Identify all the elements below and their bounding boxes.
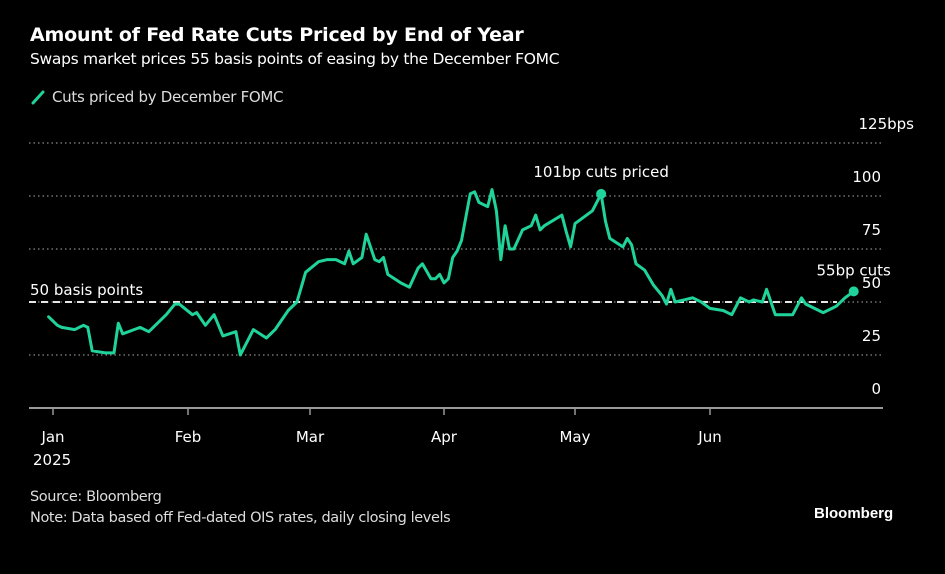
chart-subtitle: Swaps market prices 55 basis points of e…: [30, 50, 560, 68]
reference-lines: 50 basis points: [29, 281, 837, 303]
x-axis: Jan 2025 Feb Mar Apr May Jun: [29, 407, 883, 469]
reference-line-label: 50 basis points: [30, 281, 143, 299]
y-tick-label: 0: [871, 380, 881, 398]
x-tick-label: Jun: [697, 428, 721, 446]
footer-notes: Source: Bloomberg Note: Data based off F…: [30, 487, 451, 529]
x-tick-sublabel: 2025: [33, 451, 71, 469]
x-tick-label: Jan: [40, 428, 64, 446]
y-tick-label: 50: [862, 274, 881, 292]
y-tick-label: 25: [862, 327, 881, 345]
line-legend-icon: [31, 90, 45, 105]
legend: Cuts priced by December FOMC: [30, 88, 284, 106]
x-tick-label: Apr: [431, 428, 458, 446]
bloomberg-logo: Bloomberg: [814, 505, 894, 522]
annotation-label: 55bp cuts: [817, 261, 892, 279]
annotation-label: 101bp cuts priced: [533, 163, 669, 181]
x-tick-label: May: [559, 428, 590, 446]
y-tick-label: 125bps: [859, 115, 915, 133]
y-tick-label: 75: [862, 221, 881, 239]
chart-title: Amount of Fed Rate Cuts Priced by End of…: [30, 24, 524, 46]
x-tick-label: Feb: [175, 428, 202, 446]
series-line: [47, 188, 856, 357]
y-tick-label: 100: [852, 168, 881, 186]
annotation-marker: [848, 286, 859, 297]
annotations: 101bp cuts priced 55bp cuts: [533, 163, 891, 297]
annotation-marker: [596, 188, 607, 199]
source-text: Source: Bloomberg: [30, 489, 162, 505]
series-lines: [47, 188, 856, 357]
legend-label: Cuts priced by December FOMC: [52, 88, 284, 106]
note-text: Note: Data based off Fed-dated OIS rates…: [30, 510, 451, 526]
x-tick-label: Mar: [296, 428, 325, 446]
y-axis-labels: 0 25 50 75 100 125bps: [852, 115, 914, 398]
